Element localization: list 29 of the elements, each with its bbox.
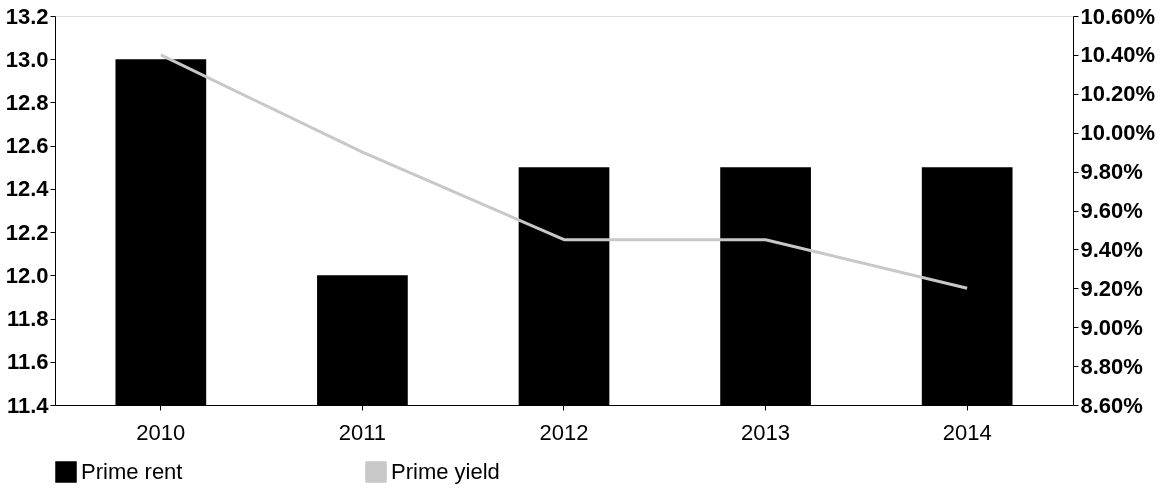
y2-tick-label: 8.60%: [1080, 392, 1143, 418]
legend-label: Prime rent: [81, 459, 183, 484]
y-tick-label: 13.2: [5, 3, 49, 29]
y2-tick-label: 9.00%: [1080, 314, 1143, 340]
x-tick-label: 2011: [338, 419, 387, 445]
x-tick-label: 2010: [136, 419, 186, 445]
y-tick-label: 11.4: [6, 392, 50, 418]
y-tick-label: 12.8: [5, 89, 49, 115]
y2-tick-label: 9.40%: [1080, 236, 1143, 262]
y2-tick-label: 10.00%: [1080, 120, 1156, 146]
line-series: [159, 53, 969, 290]
x-tick-label: 2012: [539, 419, 589, 445]
y2-tick-label: 10.40%: [1080, 42, 1156, 68]
y2-tick-label: 8.80%: [1080, 353, 1143, 379]
y2-tick-label: 9.80%: [1080, 159, 1143, 185]
y-tick-label: 12.2: [5, 219, 49, 245]
x-tick-label: 2013: [741, 419, 791, 445]
legend-label: Prime yield: [391, 459, 500, 484]
y-tick-label: 13.0: [5, 46, 49, 72]
y2-tick-label: 10.20%: [1080, 81, 1156, 107]
y2-tick-label: 9.60%: [1080, 198, 1143, 223]
y2-tick-label: 9.20%: [1080, 275, 1143, 301]
y-tick-label: 12.6: [5, 133, 49, 159]
y-tick-label: 12.4: [5, 176, 50, 202]
x-tick-label: 2014: [942, 419, 992, 445]
y-tick-label: 11.8: [6, 306, 49, 332]
y-tick-label: 11.6: [6, 349, 49, 375]
y2-tick-label: 10.60%: [1080, 3, 1156, 29]
y-tick-label: 12.0: [5, 262, 49, 288]
